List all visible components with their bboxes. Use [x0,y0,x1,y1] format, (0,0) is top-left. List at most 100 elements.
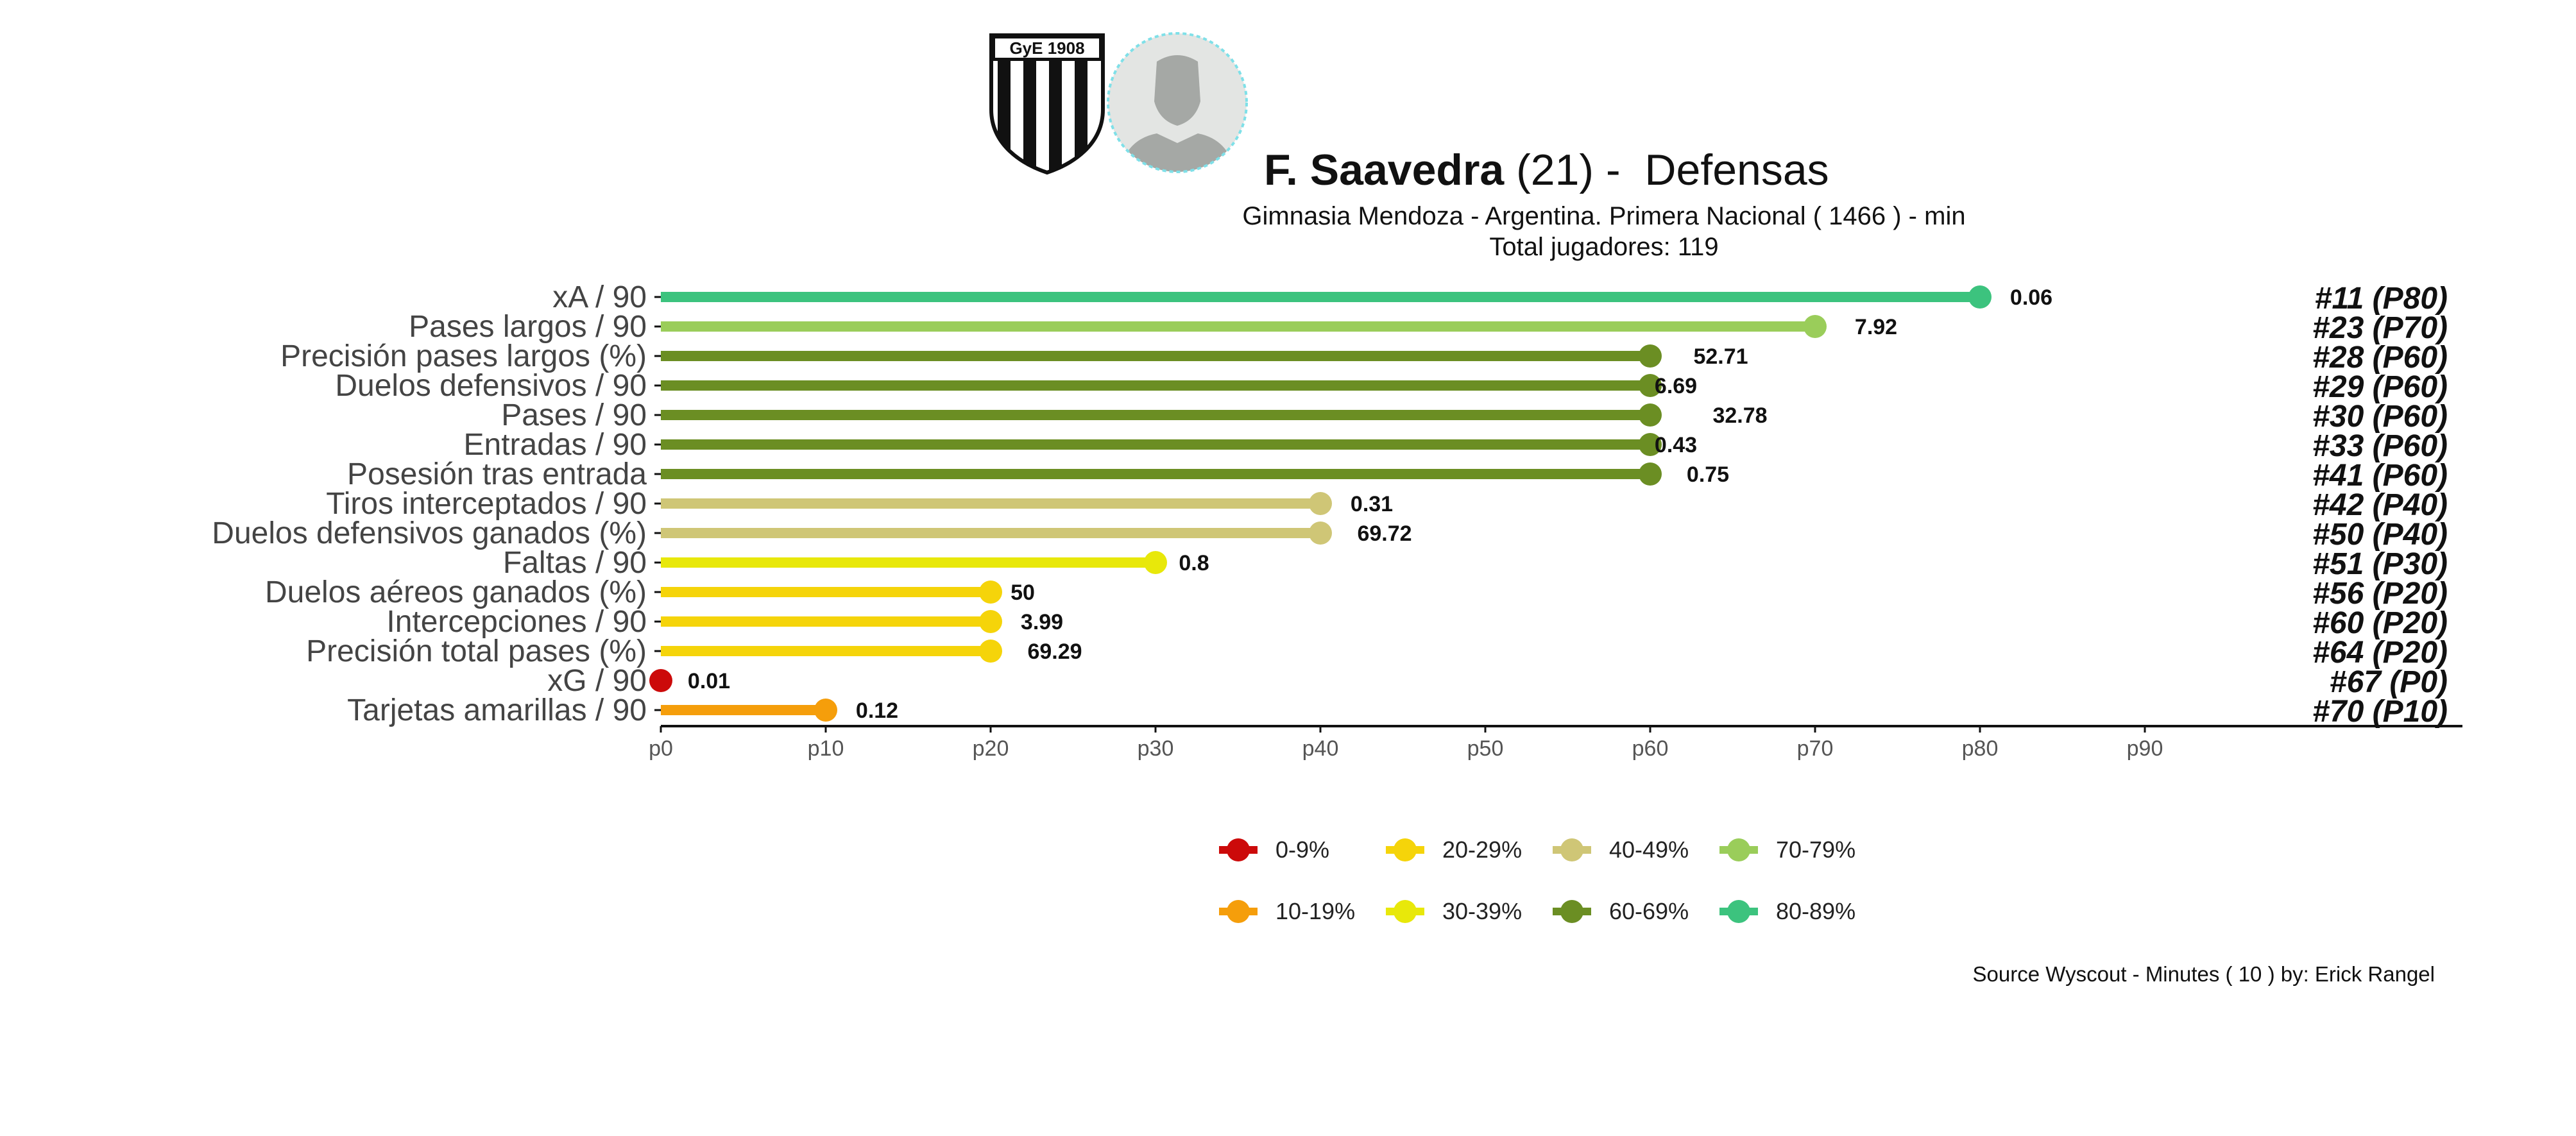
legend-label: 20-29% [1442,836,1523,863]
legend-item: 80-89% [1719,895,1855,928]
legend-label: 60-69% [1609,898,1689,924]
bar-end-dot [1639,462,1662,486]
legend-label: 70-79% [1776,836,1856,863]
club-logo: GyE 1908 [989,33,1105,175]
category-label: Precisión pases largos (%) [280,339,647,373]
category-label: Duelos defensivos ganados (%) [212,516,647,550]
legend-item: 0-9% [1219,834,1329,866]
value-label: 32.78 [1712,403,1767,428]
value-label: 0.01 [688,669,730,693]
x-tick-label: p20 [973,736,1009,761]
club-logo-text: GyE 1908 [1009,38,1084,58]
legend-item: 60-69% [1553,895,1689,928]
legend-item: 10-19% [1219,895,1355,928]
category-label: Posesión tras entrada [347,457,647,491]
player-avatar [1105,31,1250,175]
legend-swatch [1219,895,1258,928]
bar-end-dot [979,640,1002,663]
player-name: F. Saavedra [1264,146,1505,194]
value-label: 0.43 [1655,433,1697,457]
category-label: Tarjetas amarillas / 90 [347,693,647,727]
rank-label: #30 (P60) [2312,400,2448,434]
legend-swatch [1386,834,1424,866]
legend-item: 30-39% [1386,895,1522,928]
legend-item: 40-49% [1553,834,1689,866]
category-label: Duelos defensivos / 90 [335,369,647,403]
category-label: Pases / 90 [501,398,647,432]
bar-end-dot [1639,374,1662,397]
player-position: Defensas [1644,146,1829,194]
x-tick-label: p60 [1632,736,1669,761]
legend-item: 70-79% [1719,834,1855,866]
rank-label: #64 (P20) [2312,636,2448,670]
source-caption: Source Wyscout - Minutes ( 10 ) by: Eric… [1972,962,2435,986]
bar-end-dot [1144,551,1167,574]
legend: 0-9% 10-19% 20-29% 30-39% 40-49% 60-69% 70-79%… [1219,834,1925,943]
bar-end-dot [1639,344,1662,368]
category-label: Tiros interceptados / 90 [326,487,647,521]
bar-end-dot [1804,315,1827,338]
rank-label: #56 (P20) [2312,577,2448,611]
player-age: (21) [1516,146,1594,194]
category-label: Entradas / 90 [463,428,647,462]
bar-end-dot [649,669,672,692]
value-label: 52.71 [1693,344,1748,369]
x-tick-label: p0 [649,736,673,761]
x-tick-label: p40 [1302,736,1339,761]
x-tick-label: p90 [2127,736,2163,761]
legend-item: 20-29% [1386,834,1522,866]
value-label: 0.12 [856,699,898,723]
rank-label: #67 (P0) [2330,665,2448,699]
legend-swatch [1386,895,1424,928]
value-label: 0.06 [2010,285,2052,310]
legend-swatch [1553,834,1591,866]
title-separator: - [1594,146,1645,194]
rank-label: #41 (P60) [2312,459,2448,493]
category-label: Intercepciones / 90 [386,605,647,639]
chart-title: F. Saavedra (21) - Defensas [1264,141,1829,199]
value-label: 6.69 [1655,374,1697,398]
value-label: 69.72 [1357,521,1412,546]
rank-label: #33 (P60) [2312,429,2448,463]
x-tick-label: p10 [808,736,844,761]
bar-end-dot [1309,521,1332,545]
value-label: 0.8 [1179,551,1209,575]
bar-end-dot [1309,492,1332,515]
category-label: Pases largos / 90 [409,310,647,344]
category-label: Duelos aéreos ganados (%) [265,575,647,609]
value-label: 69.29 [1027,640,1082,664]
chart-subtitle: Gimnasia Mendoza - Argentina. Primera Na… [1242,202,1966,230]
legend-label: 10-19% [1275,898,1356,924]
legend-label: 40-49% [1609,836,1689,863]
x-tick-label: p70 [1797,736,1834,761]
legend-swatch [1719,834,1758,866]
bar-end-dot [979,610,1002,633]
legend-swatch [1219,834,1258,866]
value-label: 0.31 [1351,492,1393,516]
x-tick-label: p30 [1138,736,1174,761]
rank-label: #23 (P70) [2312,311,2448,345]
legend-swatch [1553,895,1591,928]
rank-label: #60 (P20) [2312,606,2448,640]
legend-label: 0-9% [1275,836,1330,863]
value-label: 3.99 [1021,610,1063,634]
rank-label: #70 (P10) [2312,695,2448,729]
legend-label: 30-39% [1442,898,1523,924]
total-players: Total jugadores: 119 [1489,233,1719,261]
rank-label: #11 (P80) [2315,282,2448,316]
rank-label: #51 (P30) [2312,547,2448,581]
x-tick-label: p80 [1962,736,1999,761]
value-label: 7.92 [1855,315,1897,339]
bar-end-dot [1968,285,1992,309]
rank-label: #29 (P60) [2312,370,2448,404]
value-label: 0.75 [1687,462,1729,487]
bar-end-dot [979,581,1002,604]
category-label: Faltas / 90 [503,546,647,580]
bar-end-dot [814,699,837,722]
rank-label: #42 (P40) [2312,488,2448,522]
bar-end-dot [1639,433,1662,456]
category-label: Precisión total pases (%) [306,634,647,668]
value-label: 50 [1011,581,1035,605]
category-label: xG / 90 [547,664,647,698]
